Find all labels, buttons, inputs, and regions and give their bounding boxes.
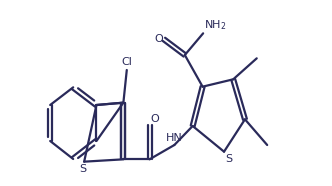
Text: S: S bbox=[79, 164, 87, 174]
Text: S: S bbox=[225, 154, 232, 164]
Text: O: O bbox=[151, 114, 159, 124]
Text: O: O bbox=[154, 34, 163, 44]
Text: NH$_2$: NH$_2$ bbox=[205, 18, 227, 32]
Text: Cl: Cl bbox=[121, 57, 132, 67]
Text: HN: HN bbox=[166, 132, 183, 142]
